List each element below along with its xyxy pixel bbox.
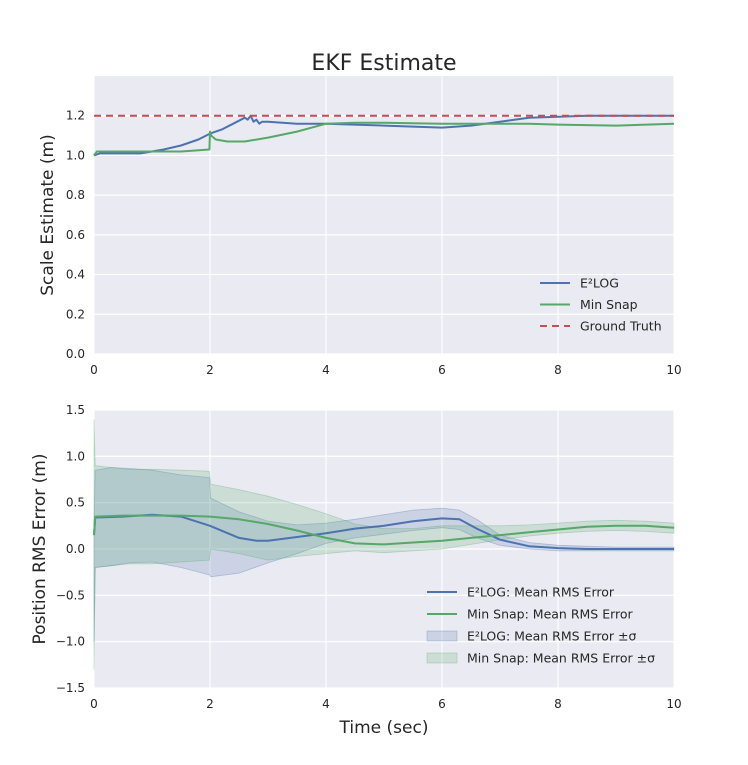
x-tick-label: 2 — [206, 363, 214, 377]
y-tick-label: 1.0 — [66, 449, 85, 463]
legend-swatch — [426, 652, 458, 664]
legend-swatch — [426, 630, 458, 642]
y-tick-label: 0.5 — [66, 496, 85, 510]
legend: E²LOG Min Snap Ground Truth — [540, 276, 662, 334]
y-tick-label: 1.0 — [66, 148, 85, 162]
legend-label: Min Snap — [580, 297, 638, 312]
legend-label: Min Snap: Mean RMS Error — [467, 607, 634, 622]
legend: E²LOG: Mean RMS Error Min Snap: Mean RMS … — [426, 585, 655, 666]
plot-background — [94, 76, 674, 354]
x-tick-label: 6 — [438, 363, 446, 377]
x-tick-label: 0 — [90, 363, 98, 377]
chart-title: EKF Estimate — [311, 51, 456, 76]
x-axis-label: Time (sec) — [339, 718, 429, 738]
legend-label: E²LOG — [580, 276, 619, 291]
x-tick-label: 2 — [206, 697, 214, 711]
y-tick-label: 0.4 — [66, 268, 85, 282]
x-tick-label: 4 — [322, 697, 330, 711]
legend-label: E²LOG: Mean RMS Error — [467, 585, 615, 600]
legend-label: E²LOG: Mean RMS Error ±σ — [467, 629, 636, 644]
y-tick-label: 0.2 — [66, 307, 85, 321]
y-axis-label: Scale Estimate (m) — [38, 134, 58, 295]
scale-plot: 0 2 4 6 8 10 0.0 0.2 0.4 0.6 0.8 1.0 1.2 Scale Esti… — [38, 76, 682, 377]
y-tick-label: 0.0 — [66, 347, 85, 361]
y-axis-label: Position RMS Error (m) — [30, 454, 50, 645]
legend-label: Ground Truth — [580, 319, 662, 334]
legend-label: Min Snap: Mean RMS Error ±σ — [467, 651, 655, 666]
x-tick-label: 8 — [554, 363, 562, 377]
x-tick-label: 10 — [666, 363, 681, 377]
y-tick-label: 1.5 — [66, 403, 85, 417]
x-tick-label: 4 — [322, 363, 330, 377]
y-tick-label: 0.0 — [66, 542, 85, 556]
series-line — [93, 114, 674, 157]
series-line — [93, 121, 675, 156]
x-tick-label: 10 — [666, 697, 681, 711]
x-tick-label: 6 — [438, 697, 446, 711]
x-tick-label: 8 — [554, 697, 562, 711]
y-tick-label: 0.8 — [66, 188, 85, 202]
series-line — [93, 514, 675, 546]
y-tick-label: 1.2 — [66, 109, 85, 123]
y-tick-label: −1.5 — [56, 681, 85, 695]
error-band — [93, 467, 675, 642]
x-tick-label: 0 — [90, 697, 98, 711]
y-tick-label: −1.0 — [56, 635, 85, 649]
error-plot: 0 2 4 6 8 10 −1.5 −1.0 −0.5 0.0 0.5 1.0 1.5 Positio… — [30, 403, 682, 738]
y-tick-label: 0.6 — [66, 228, 85, 242]
y-tick-label: −0.5 — [56, 588, 85, 602]
